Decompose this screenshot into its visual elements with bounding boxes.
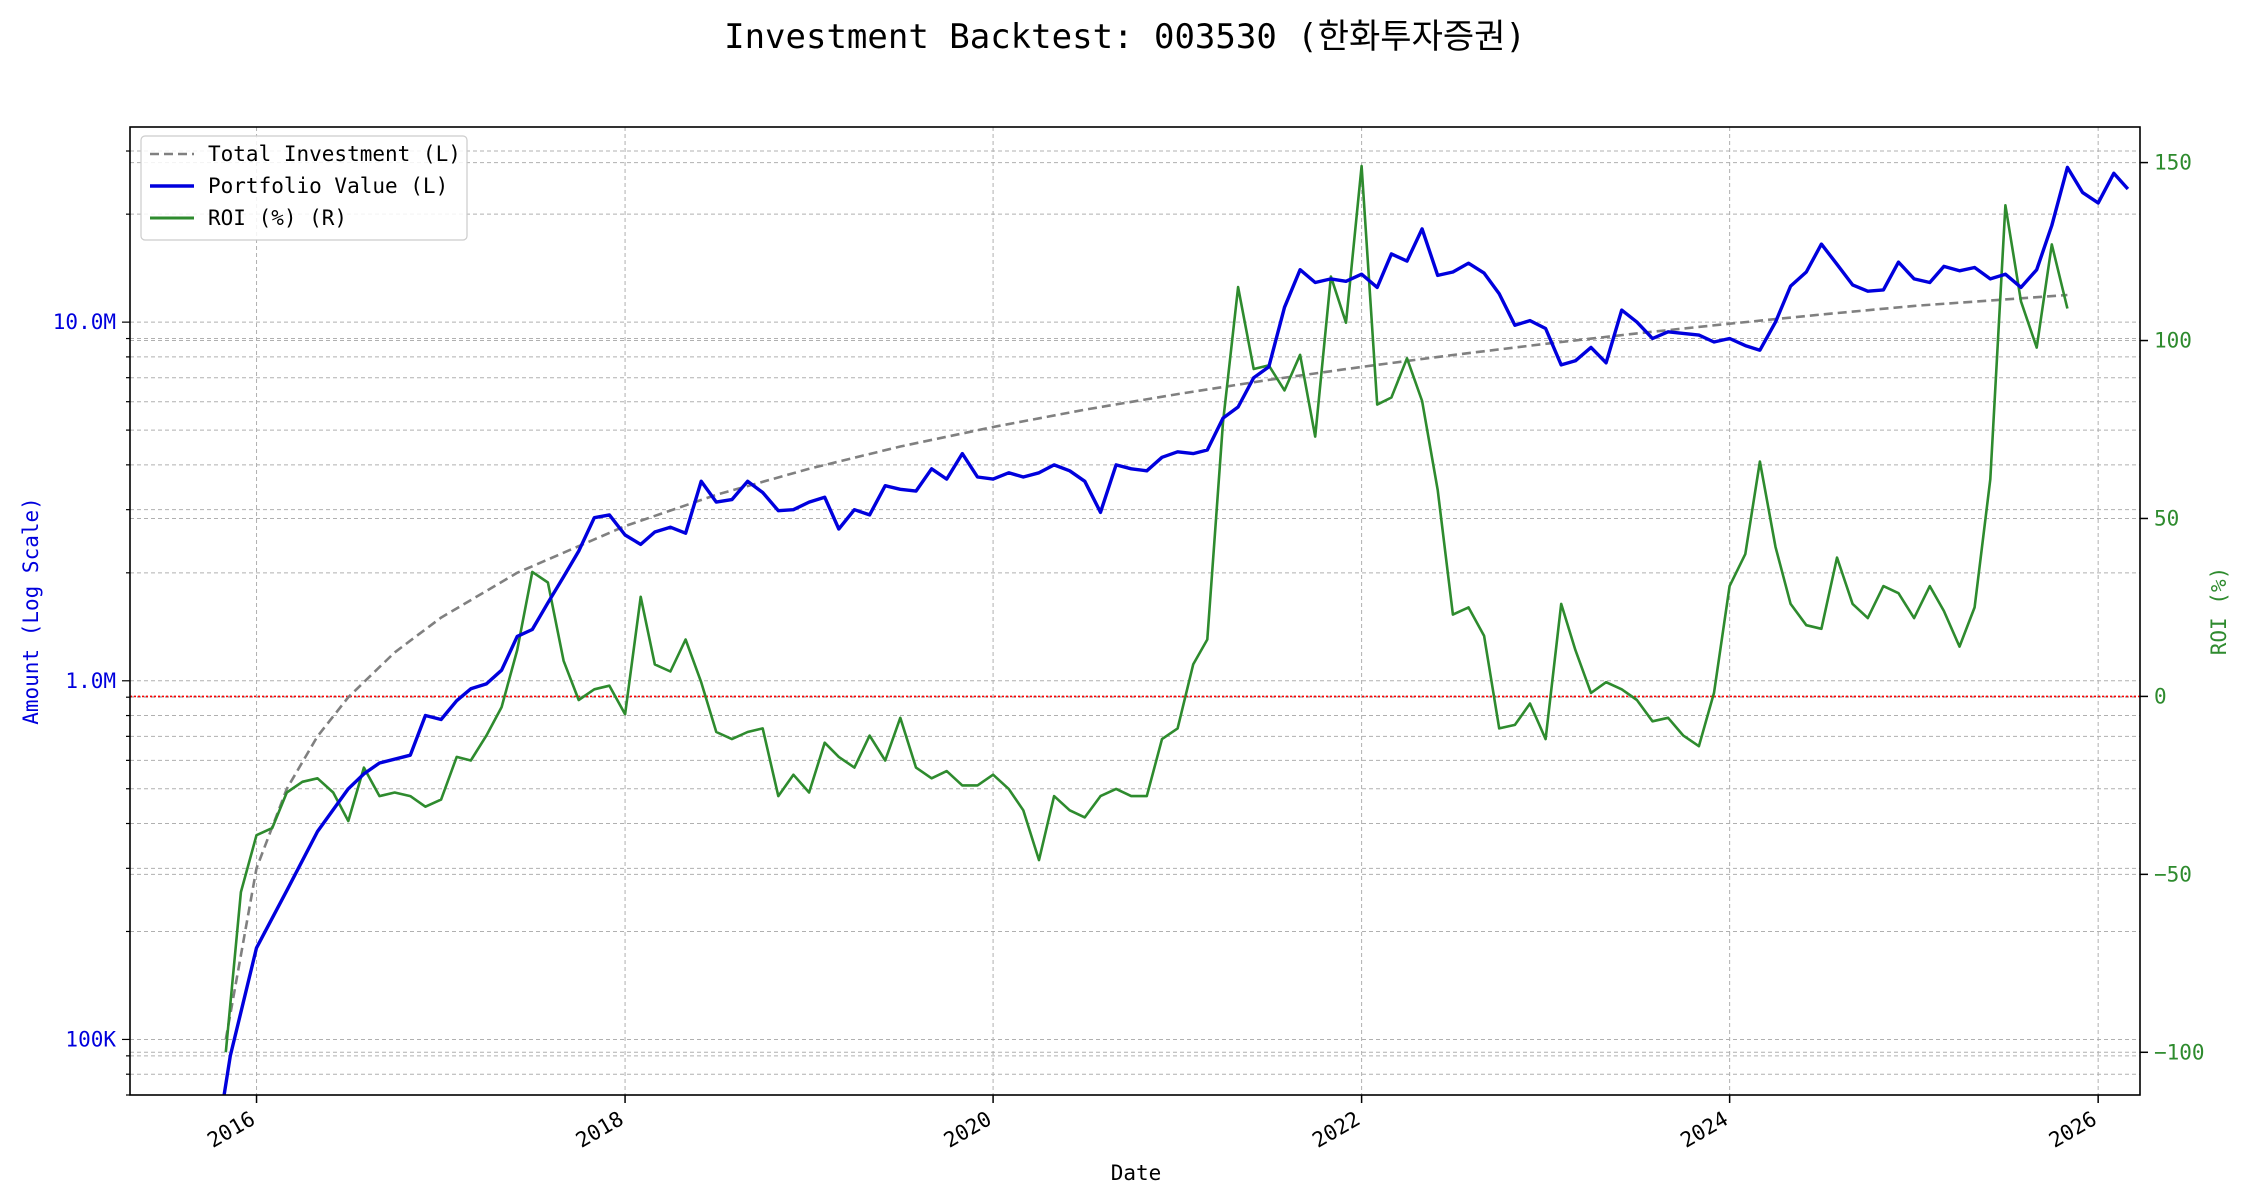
- x-tick-label: 2026: [2045, 1107, 2101, 1153]
- right-tick-label: 150: [2154, 151, 2192, 175]
- x-axis-label: Date: [1111, 1161, 1162, 1185]
- right-tick-label: −100: [2154, 1040, 2205, 1064]
- left-tick-label: 1.0M: [65, 669, 116, 693]
- legend-label: Portfolio Value (L): [208, 174, 448, 198]
- left-tick-label: 10.0M: [53, 310, 116, 334]
- x-tick-label: 2018: [572, 1107, 628, 1153]
- left-axis-label: Amount (Log Scale): [19, 497, 43, 725]
- axis-ticks: 2016 2018 2020 2022 2024 2026 100K 1.0M 10.0M −10…: [53, 150, 2205, 1153]
- right-tick-label: 50: [2154, 506, 2179, 530]
- series-line-2: [224, 164, 2069, 1053]
- series-lines: [130, 164, 2140, 1095]
- plot-frame: [129, 126, 2141, 1096]
- x-tick-label: 2020: [940, 1107, 996, 1153]
- legend-label: ROI (%) (R): [208, 206, 347, 230]
- chart-title: Investment Backtest: 003530 (한화투자증권): [724, 17, 1526, 57]
- right-tick-label: −50: [2154, 862, 2192, 886]
- left-tick-label: 100K: [65, 1027, 116, 1051]
- legend-label: Total Investment (L): [208, 142, 461, 166]
- grid: [130, 127, 2140, 1096]
- right-tick-label: 100: [2154, 329, 2192, 353]
- x-tick-label: 2022: [1308, 1107, 1364, 1153]
- x-tick-label: 2016: [203, 1107, 259, 1153]
- right-tick-label: 0: [2154, 684, 2167, 708]
- legend: Total Investment (L) Portfolio Value (L) R…: [140, 135, 468, 241]
- legend-box: [140, 135, 468, 241]
- series-line-1: [222, 165, 2130, 1095]
- x-tick-label: 2024: [1676, 1107, 1732, 1153]
- right-axis-label: ROI (%): [2207, 567, 2231, 656]
